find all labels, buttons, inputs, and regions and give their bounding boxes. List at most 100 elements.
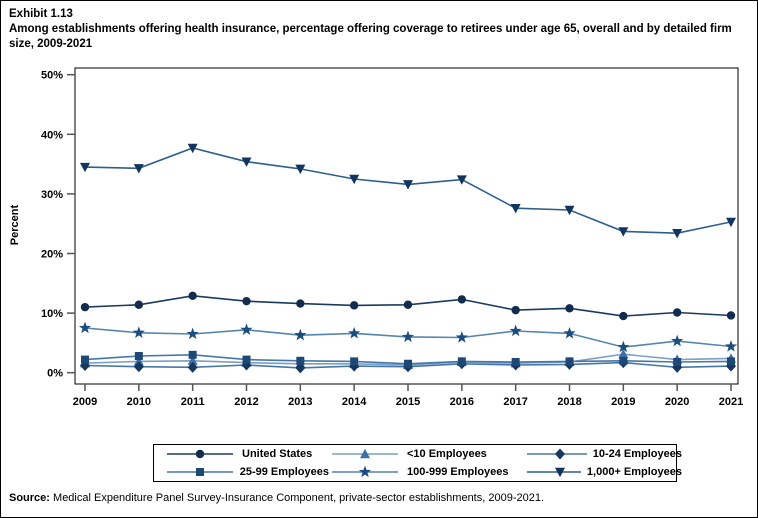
square-marker-25-99-employees (81, 355, 89, 364)
source-label: Source: (9, 492, 50, 504)
star-marker-icon (358, 465, 372, 478)
square-marker-25-99-employees (673, 357, 682, 366)
circle-marker-united-states (242, 296, 251, 306)
chart-canvas: 0% 10% 20% 30% 40% 50% 2009 2010 2011 2012 2013 201… (41, 67, 743, 408)
star-marker-100-999-employees (78, 321, 92, 334)
x-tick-label: 2011 (181, 396, 205, 408)
star-marker-100-999-employees (563, 326, 576, 339)
circle-marker-united-states (80, 302, 90, 312)
square-marker-25-99-employees (565, 357, 574, 366)
source-note: Source: Medical Expenditure Panel Survey… (9, 492, 753, 504)
y-tick-label: 20% (41, 249, 63, 261)
triangle-up-marker-10-employees (618, 349, 629, 359)
legend-label: 1,000+ Employees (586, 466, 682, 478)
star-marker-100-999-employees (348, 326, 361, 339)
star-marker-100-999-employees (186, 327, 199, 340)
triangle-down-marker-1-000-employees (456, 175, 467, 185)
x-tick-label: 2019 (611, 396, 635, 408)
square-marker-25-99-employees (188, 350, 197, 359)
circle-marker-united-states (349, 301, 359, 310)
x-tick-label: 2009 (73, 396, 97, 408)
triangle-down-marker-1-000-employees (618, 227, 629, 237)
square-marker-25-99-employees (296, 356, 305, 365)
x-tick-label: 2010 (127, 396, 151, 408)
star-marker-100-999-employees (724, 340, 738, 352)
diamond-marker-10-24-employees (295, 362, 306, 374)
triangle-up-marker-10-employees (187, 355, 198, 365)
triangle-up-icon (332, 448, 398, 459)
chart-title-block: Exhibit 1.13 Among establishments offeri… (9, 7, 749, 52)
exhibit-number: Exhibit 1.13 (9, 8, 73, 20)
triangle-down-marker-1-000-employees (241, 157, 252, 167)
legend-label: <10 Employees (407, 448, 487, 460)
star-marker-100-999-employees (401, 330, 415, 343)
star-marker-100-999-employees (132, 326, 145, 338)
triangle-up-marker-icon (360, 448, 370, 459)
triangle-down-marker-1-000-employees (133, 164, 144, 174)
x-tick-label: 2021 (719, 396, 743, 408)
circle-marker-united-states (511, 305, 520, 315)
triangle-down-marker-1-000-employees (672, 229, 683, 239)
series-100-999-employees (78, 321, 738, 353)
star-marker-100-999-employees (617, 340, 630, 353)
diamond-marker-10-24-employees (187, 361, 198, 373)
x-tick-label: 2015 (396, 396, 420, 408)
legend-label: United States (242, 448, 313, 460)
star-marker-100-999-employees (455, 331, 468, 343)
series-line-1-000-employees (84, 147, 732, 235)
triangle-down-marker-1-000-employees (349, 174, 360, 185)
triangle-down-marker-icon (555, 467, 565, 478)
diamond-marker-10-24-employees (133, 361, 144, 373)
diamond-icon (527, 448, 587, 460)
triangle-down-marker-1-000-employees (510, 204, 521, 214)
circle-marker-united-states (134, 300, 144, 309)
star-icon (332, 465, 398, 478)
triangle-down-marker-1-000-employees (564, 205, 575, 216)
circle-marker-united-states (296, 299, 305, 308)
source-text: Medical Expenditure Panel Survey-Insuran… (49, 492, 545, 504)
x-tick-label: 2013 (288, 396, 312, 408)
triangle-down-marker-1-000-employees (295, 164, 306, 175)
legend-item-25-99-employees: 25-99 Employees (164, 464, 329, 480)
y-tick-label: 0% (47, 368, 63, 380)
square-marker-25-99-employees (242, 355, 251, 364)
y-tick-label: 10% (41, 308, 63, 320)
x-tick-label: 2018 (557, 396, 581, 408)
plot-frame (74, 67, 739, 385)
triangle-up-marker-10-employees (133, 356, 144, 366)
star-marker-100-999-employees (240, 323, 253, 335)
legend-item-10-24-employees: 10-24 Employees (524, 446, 682, 462)
x-tick-label: 2016 (450, 396, 474, 408)
legend-label: 25-99 Employees (239, 466, 329, 478)
x-tick-label: 2017 (503, 396, 527, 408)
diamond-marker-icon (555, 448, 565, 460)
circle-marker-united-states (672, 308, 682, 317)
y-tick-label: 50% (41, 70, 63, 82)
square-marker-25-99-employees (350, 357, 359, 366)
legend-item-10-employees: <10 Employees (329, 446, 524, 462)
square-marker-25-99-employees (511, 357, 520, 366)
x-tick-label: 2012 (234, 396, 258, 408)
triangle-down-marker-1-000-employees (80, 162, 90, 173)
square-marker-25-99-employees (404, 359, 412, 368)
circle-marker-united-states (457, 295, 467, 304)
legend-item-100-999-employees: 100-999 Employees (329, 464, 524, 480)
legend-label: 10-24 Employees (592, 448, 682, 460)
square-marker-25-99-employees (619, 356, 628, 365)
circle-marker-united-states (403, 300, 413, 309)
circle-marker-united-states (726, 311, 736, 320)
star-marker-100-999-employees (509, 324, 522, 337)
square-marker-25-99-employees (727, 357, 735, 366)
triangle-down-marker-1-000-employees (403, 180, 413, 190)
x-tick-label: 2014 (342, 396, 367, 408)
series-1-000-employees (80, 143, 736, 239)
square-marker-25-99-employees (134, 352, 143, 361)
triangle-down-icon (527, 467, 581, 478)
legend-item-1-000-employees: 1,000+ Employees (524, 464, 682, 480)
circle-marker-united-states (188, 291, 197, 301)
series-25-99-employees (81, 350, 735, 368)
chart-title: Among establishments offering health ins… (9, 23, 732, 50)
star-marker-100-999-employees (294, 328, 307, 341)
y-tick-label: 30% (41, 189, 63, 201)
